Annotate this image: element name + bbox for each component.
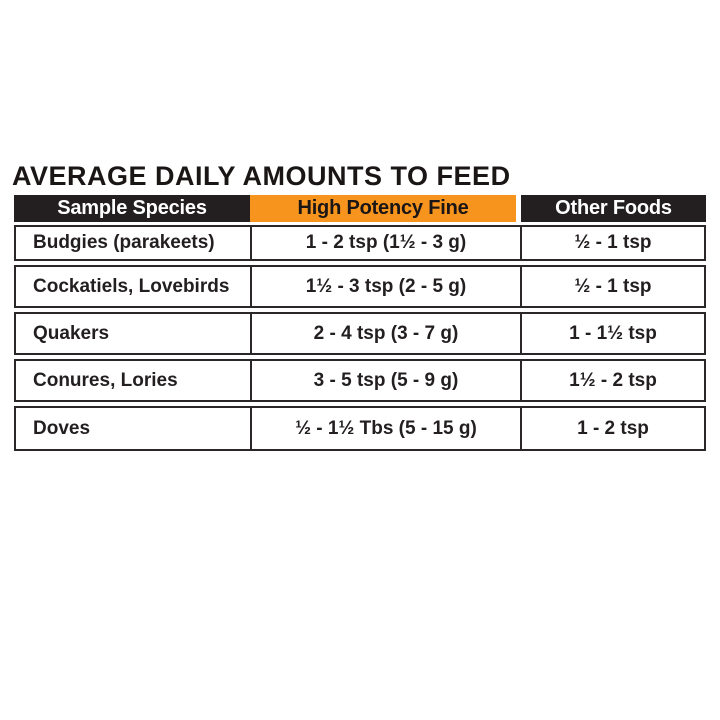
high-potency-cell: 1½ - 3 tsp (2 - 5 g) xyxy=(252,267,522,306)
table-row: Doves ½ - 1½ Tbs (5 - 15 g) 1 - 2 tsp xyxy=(14,406,706,451)
high-potency-cell: 2 - 4 tsp (3 - 7 g) xyxy=(252,314,522,353)
species-cell: Cockatiels, Lovebirds xyxy=(16,267,252,306)
species-cell: Doves xyxy=(16,408,252,449)
species-cell: Budgies (parakeets) xyxy=(16,227,252,259)
page-title: AVERAGE DAILY AMOUNTS TO FEED xyxy=(12,161,511,191)
feed-table: Sample Species High Potency Fine Other F… xyxy=(14,195,706,451)
species-cell: Quakers xyxy=(16,314,252,353)
table-row: Budgies (parakeets) 1 - 2 tsp (1½ - 3 g)… xyxy=(14,225,706,261)
table-body: Budgies (parakeets) 1 - 2 tsp (1½ - 3 g)… xyxy=(14,225,706,451)
high-potency-cell: 3 - 5 tsp (5 - 9 g) xyxy=(252,361,522,400)
high-potency-cell: 1 - 2 tsp (1½ - 3 g) xyxy=(252,227,522,259)
other-foods-cell: ½ - 1 tsp xyxy=(574,232,652,253)
table-header-row: Sample Species High Potency Fine Other F… xyxy=(14,195,706,222)
table-row: Cockatiels, Lovebirds 1½ - 3 tsp (2 - 5 … xyxy=(14,265,706,308)
other-foods-cell: 1½ - 2 tsp xyxy=(569,369,657,391)
species-cell: Conures, Lories xyxy=(16,361,252,400)
other-foods-cell: 1 - 1½ tsp xyxy=(569,322,657,344)
header-cell-sample-species: Sample Species xyxy=(14,195,250,222)
header-divider xyxy=(516,195,521,222)
table-row: Quakers 2 - 4 tsp (3 - 7 g) 1 - 1½ tsp xyxy=(14,312,706,355)
header-cell-other-foods: Other Foods xyxy=(521,195,706,222)
other-foods-cell: ½ - 1 tsp xyxy=(574,275,652,297)
table-row: Conures, Lories 3 - 5 tsp (5 - 9 g) 1½ -… xyxy=(14,359,706,402)
header-cell-high-potency-fine: High Potency Fine xyxy=(250,195,516,222)
other-foods-cell: 1 - 2 tsp xyxy=(577,417,649,439)
high-potency-cell: ½ - 1½ Tbs (5 - 15 g) xyxy=(252,408,522,449)
